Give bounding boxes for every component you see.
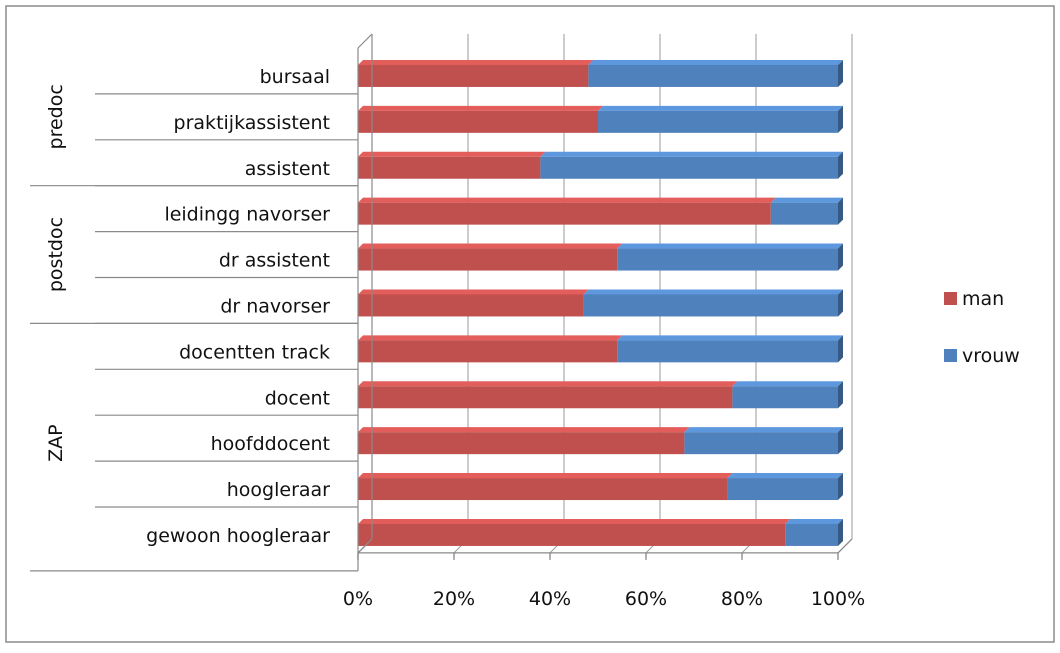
bar-top-vrouw <box>732 381 843 387</box>
bar-side-vrouw <box>838 151 843 179</box>
bar-man <box>358 432 685 455</box>
group-labels: predoc postdoc ZAP <box>30 84 358 462</box>
category-label: dr assistent <box>219 250 330 272</box>
floor-right-edge <box>837 538 853 554</box>
group-label: predoc <box>45 84 67 149</box>
bar-man <box>358 248 618 271</box>
bar-top-man <box>358 427 690 433</box>
category-label: hoofddocent <box>211 433 330 455</box>
bar-top-man <box>358 289 589 295</box>
bar-top-man <box>358 335 623 341</box>
bar-top-man <box>358 59 594 65</box>
tick-label: 40% <box>529 588 571 610</box>
bar-top-man <box>358 197 776 203</box>
legend: man vrouw <box>944 288 1020 367</box>
bar-vrouw <box>732 386 838 409</box>
bar-top-man <box>358 243 623 249</box>
legend-label-man: man <box>962 288 1004 310</box>
tick-label: 100% <box>811 588 865 610</box>
category-label: assistent <box>245 158 330 180</box>
bar-side-vrouw <box>838 473 843 501</box>
bar-vrouw <box>540 156 838 179</box>
bar-side-vrouw <box>838 59 843 87</box>
bar-man <box>358 340 618 363</box>
bars <box>358 59 843 546</box>
bar-side-vrouw <box>838 381 843 409</box>
bar-top-man <box>358 518 791 524</box>
bar-top-vrouw <box>598 105 843 111</box>
bar-vrouw <box>785 523 838 546</box>
category-label: praktijkassistent <box>174 112 330 134</box>
bar-vrouw <box>617 340 838 363</box>
tick-label: 20% <box>433 588 475 610</box>
bar-man <box>358 202 771 225</box>
bar-man <box>358 156 541 179</box>
tick-label: 60% <box>625 588 667 610</box>
axes <box>357 33 853 571</box>
bar-side-vrouw <box>838 243 843 271</box>
tick-label: 0% <box>343 588 373 610</box>
bar-top-vrouw <box>785 518 843 524</box>
bar-top-man <box>358 105 603 111</box>
bar-side-vrouw <box>838 289 843 317</box>
bar-side-vrouw <box>838 427 843 455</box>
category-label: dr navorser <box>220 295 330 317</box>
bar-top-vrouw <box>727 473 843 479</box>
category-label: docent <box>265 387 330 409</box>
bar-side-vrouw <box>838 335 843 363</box>
bar-man <box>358 386 733 409</box>
bar-top-vrouw <box>617 243 843 249</box>
bar-top-vrouw <box>770 197 843 203</box>
bar-top-vrouw <box>617 335 843 341</box>
bar-top-man <box>358 381 738 387</box>
group-label: ZAP <box>45 424 67 461</box>
bar-man <box>358 110 598 133</box>
group-label: postdoc <box>45 217 67 292</box>
wall-edge <box>357 538 373 554</box>
category-label: bursaal <box>260 66 330 88</box>
bar-top-vrouw <box>684 427 843 433</box>
bar-side-vrouw <box>838 518 843 546</box>
legend-swatch-vrouw <box>944 349 957 362</box>
bar-man <box>358 523 786 546</box>
bar-vrouw <box>617 248 838 271</box>
bar-vrouw <box>583 294 838 317</box>
bar-man <box>358 64 589 87</box>
bar-vrouw <box>727 478 838 501</box>
bar-vrouw <box>770 202 838 225</box>
bar-top-vrouw <box>583 289 843 295</box>
category-label: hoogleraar <box>227 479 330 501</box>
bar-man <box>358 294 584 317</box>
legend-label-vrouw: vrouw <box>962 345 1020 367</box>
bar-vrouw <box>588 64 838 87</box>
tick-label: 80% <box>721 588 763 610</box>
bar-top-man <box>358 473 733 479</box>
bar-top-vrouw <box>588 59 843 65</box>
legend-swatch-man <box>944 292 957 305</box>
category-label: gewoon hoogleraar <box>146 525 330 547</box>
category-label: docentten track <box>179 341 330 363</box>
x-axis-ticks: 0% 20% 40% 60% 80% 100% <box>343 552 865 610</box>
bar-man <box>358 478 728 501</box>
category-label: leidingg navorser <box>164 204 330 226</box>
bar-side-vrouw <box>838 197 843 225</box>
bar-top-man <box>358 151 546 157</box>
bar-top-vrouw <box>540 151 843 157</box>
bar-side-vrouw <box>838 105 843 133</box>
bar-vrouw <box>684 432 838 455</box>
category-labels: bursaal praktijkassistent assistent leiding… <box>30 66 358 572</box>
bar-vrouw <box>598 110 838 133</box>
wall-top-edge <box>357 33 373 49</box>
